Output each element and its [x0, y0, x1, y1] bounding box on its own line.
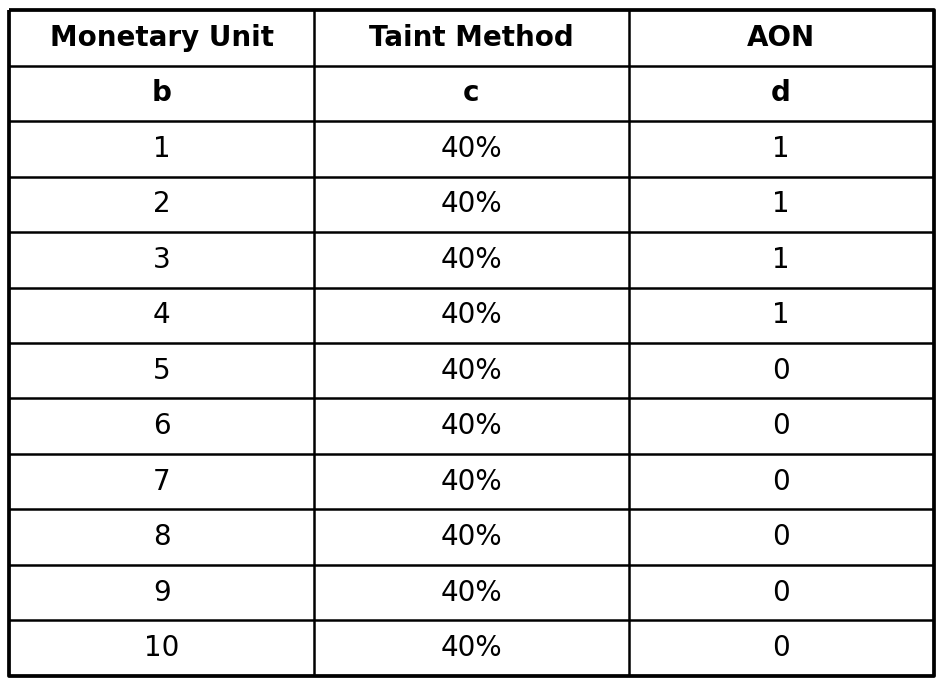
Text: 40%: 40% [440, 357, 503, 385]
Text: b: b [152, 80, 172, 108]
Text: 40%: 40% [440, 578, 503, 606]
Text: 0: 0 [772, 634, 790, 662]
Text: 4: 4 [153, 301, 171, 329]
Text: AON: AON [747, 24, 815, 52]
Text: 1: 1 [772, 191, 790, 218]
Text: 1: 1 [772, 246, 790, 274]
Text: 7: 7 [153, 468, 171, 495]
Text: 1: 1 [153, 135, 171, 163]
Text: 10: 10 [144, 634, 179, 662]
Text: 40%: 40% [440, 634, 503, 662]
Text: 0: 0 [772, 357, 790, 385]
Text: 40%: 40% [440, 135, 503, 163]
Text: 40%: 40% [440, 191, 503, 218]
Text: Monetary Unit: Monetary Unit [50, 24, 273, 52]
Text: 9: 9 [153, 578, 171, 606]
Text: 0: 0 [772, 578, 790, 606]
Text: 40%: 40% [440, 246, 503, 274]
Text: 5: 5 [153, 357, 171, 385]
Text: 40%: 40% [440, 523, 503, 551]
Text: 6: 6 [153, 412, 171, 440]
Text: 0: 0 [772, 412, 790, 440]
Text: c: c [463, 80, 480, 108]
Text: 1: 1 [772, 135, 790, 163]
Text: 0: 0 [772, 523, 790, 551]
Text: 2: 2 [153, 191, 171, 218]
Text: 3: 3 [153, 246, 171, 274]
Text: 0: 0 [772, 468, 790, 495]
Text: 40%: 40% [440, 468, 503, 495]
Text: d: d [771, 80, 791, 108]
Text: 40%: 40% [440, 412, 503, 440]
Text: 1: 1 [772, 301, 790, 329]
Text: Taint Method: Taint Method [369, 24, 574, 52]
Text: 8: 8 [153, 523, 171, 551]
Text: 40%: 40% [440, 301, 503, 329]
